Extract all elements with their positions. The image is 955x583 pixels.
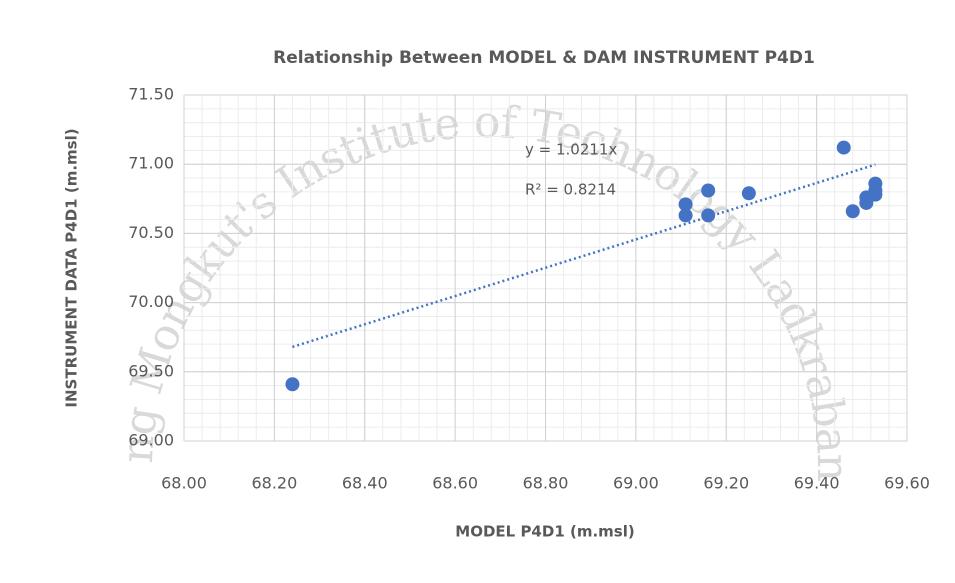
data-point — [701, 208, 716, 223]
x-tick-label: 69.20 — [703, 474, 749, 493]
y-tick-label: 69.00 — [128, 431, 174, 450]
data-point — [285, 377, 300, 392]
x-tick-label: 69.60 — [884, 474, 930, 493]
data-point — [741, 186, 756, 201]
data-point — [859, 195, 874, 210]
y-tick-label: 71.00 — [128, 154, 174, 173]
y-tick-label: 70.50 — [128, 223, 174, 242]
x-tick-label: 69.00 — [613, 474, 659, 493]
x-tick-label: 68.80 — [523, 474, 569, 493]
data-point — [868, 187, 883, 202]
x-tick-label: 68.40 — [342, 474, 388, 493]
x-tick-label: 68.00 — [161, 474, 207, 493]
data-point — [845, 204, 860, 219]
data-point — [701, 183, 716, 198]
trendline — [292, 163, 876, 349]
y-tick-label: 70.00 — [128, 292, 174, 311]
chart-title: Relationship Between MODEL & DAM INSTRUM… — [273, 48, 815, 68]
x-tick-label: 69.40 — [794, 474, 840, 493]
y-tick-label: 71.50 — [128, 85, 174, 104]
trendline-equation: y = 1.0211x — [525, 141, 617, 159]
x-tick-label: 68.20 — [251, 474, 297, 493]
data-point — [678, 208, 693, 223]
y-tick-label: 69.50 — [128, 361, 174, 380]
trendline-r2: R² = 0.8214 — [525, 181, 616, 199]
x-tick-label: 68.60 — [432, 474, 478, 493]
data-point — [678, 197, 693, 212]
y-axis-title: INSTRUMENT DATA P4D1 (m.msl) — [63, 128, 81, 407]
data-point — [836, 140, 851, 155]
x-axis-title: MODEL P4D1 (m.msl) — [455, 523, 634, 541]
